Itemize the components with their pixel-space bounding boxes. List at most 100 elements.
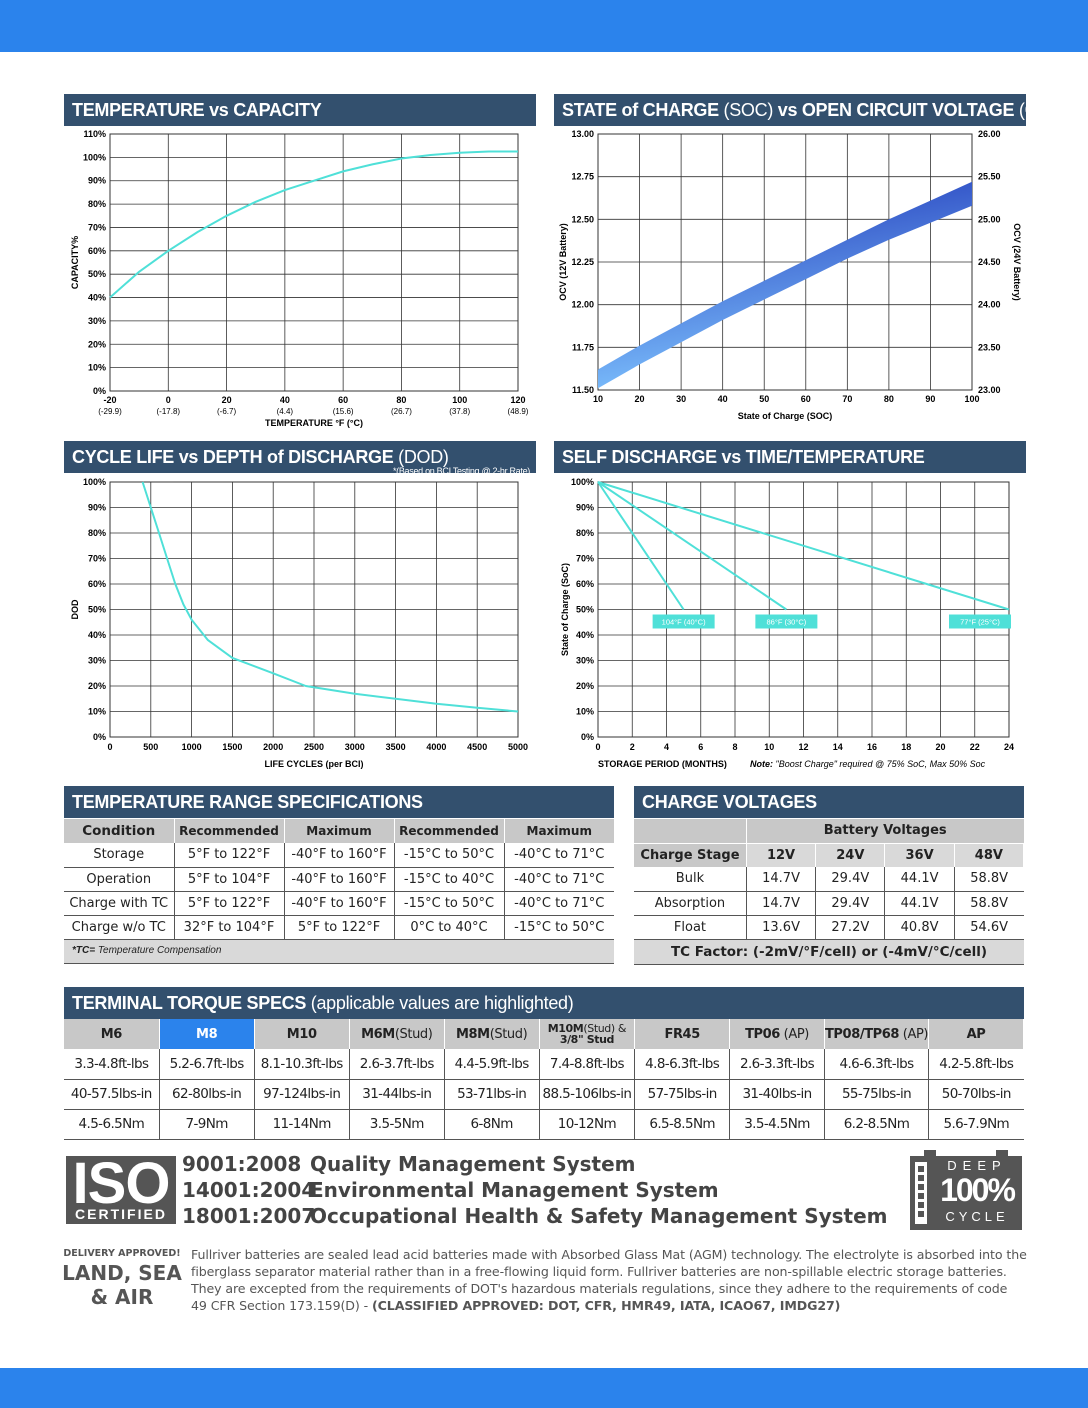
x-tick-label: 10 xyxy=(764,742,774,752)
y2-tick-label: 24.50 xyxy=(978,257,1001,267)
table-cell: 11-14Nm xyxy=(254,1109,350,1140)
x-tick-label: 80 xyxy=(396,395,406,405)
x-tick-label: 500 xyxy=(143,742,158,752)
torque-header-light: (Stud) xyxy=(489,1026,528,1042)
table-cell: Bulk xyxy=(634,867,747,892)
delivery-small: DELIVERY APPROVED! xyxy=(63,1248,181,1259)
y-tick-label: 50% xyxy=(576,605,594,615)
x-tick-label-celsius: (37.8) xyxy=(449,407,470,416)
table-cell: 88.5-106lbs-in xyxy=(539,1079,636,1110)
table-cell: 8.1-10.3ft-lbs xyxy=(254,1049,350,1080)
temp-range-title: TEMPERATURE RANGE SPECIFICATIONS xyxy=(64,786,614,818)
y-tick-label: 40% xyxy=(88,293,106,303)
table-cell: -15°C to 50°C xyxy=(394,891,505,916)
table-cell: 13.6V xyxy=(746,915,817,940)
y-tick-label: 12.50 xyxy=(571,214,594,224)
torque-header-m10: M10 xyxy=(254,1019,350,1049)
table-cell: 44.1V xyxy=(884,867,955,892)
y2-tick-label: 23.50 xyxy=(978,342,1001,352)
soc-ocv-chart: 11.50 11.75 12.00 12.25 12.50 12.75 13.00 23.00… xyxy=(558,129,1022,421)
table-row: 40-57.5lbs-in 62-80lbs-in 97-124lbs-in 31-4… xyxy=(64,1079,1024,1110)
y-tick-label: 60% xyxy=(88,246,106,256)
table-cell: 5°F to 104°F xyxy=(174,867,285,892)
table-cell: 6.2-8.5Nm xyxy=(824,1109,930,1140)
delivery-line2: & AIR xyxy=(90,1285,154,1309)
iso-line-2: 14001:2004Environmental Management Syste… xyxy=(182,1178,719,1202)
x-tick-label: 80 xyxy=(884,394,894,404)
torque-header-bold: AP xyxy=(966,1026,986,1042)
x-axis-note-bold: Note: xyxy=(750,759,773,769)
table-cell: 29.4V xyxy=(815,867,886,892)
plot-area xyxy=(109,133,519,392)
y-tick-label: 30% xyxy=(576,656,594,666)
table-row: Operation 5°F to 104°F -40°F to 160°F -15°C… xyxy=(64,867,614,892)
cycle-life-chart: 0% 10% 20% 30% 40% 50% 60% 70% 80% 90% 100% 0 500 100… xyxy=(70,477,528,769)
table-cell: Absorption xyxy=(634,891,747,916)
torque-header-m10m: M10M(Stud) & 3/8" Stud xyxy=(539,1019,636,1049)
torque-header-bold: M6 xyxy=(100,1026,123,1042)
x-tick-label: 90 xyxy=(925,394,935,404)
x-axis-note: Note: "Boost Charge" required @ 75% SoC,… xyxy=(750,759,986,769)
y-tick-label: 20% xyxy=(576,681,594,691)
torque-header-light: (AP) xyxy=(779,1026,810,1042)
table-cell: 2.6-3.7ft-lbs xyxy=(349,1049,445,1080)
table-cell: 4.2-5.8ft-lbs xyxy=(928,1049,1024,1080)
series-label: 86°F (30°C) xyxy=(766,618,806,627)
y-tick-label: 40% xyxy=(88,630,106,640)
x-tick-label: 40 xyxy=(718,394,728,404)
table-cell: -40°F to 160°F xyxy=(284,843,395,868)
x-tick-label: 20 xyxy=(935,742,945,752)
table-cell: 14.7V xyxy=(746,891,817,916)
y2-tick-label: 24.00 xyxy=(978,300,1001,310)
iso-line-1: 9001:2008 Quality Management System xyxy=(182,1152,636,1176)
table-cell: 58.8V xyxy=(954,891,1024,916)
x-tick-label-celsius: (-6.7) xyxy=(217,407,236,416)
y-axis-label: CAPACITY% xyxy=(70,236,80,289)
x-tick-label: 2 xyxy=(630,742,635,752)
x-tick-label: 18 xyxy=(901,742,911,752)
table-cell: 3.3-4.8ft-lbs xyxy=(64,1049,160,1080)
table-cell: 40-57.5lbs-in xyxy=(64,1079,160,1110)
table-cell: 6-8Nm xyxy=(444,1109,540,1140)
table-cell: 14.7V xyxy=(746,867,817,892)
x-tick-label: 20 xyxy=(222,395,232,405)
table-cell: -40°C to 71°C xyxy=(504,891,614,916)
x-tick-label: 5000 xyxy=(508,742,528,752)
x-tick-label: 4500 xyxy=(467,742,487,752)
x-tick-label: 30 xyxy=(676,394,686,404)
y-tick-label: 70% xyxy=(88,554,106,564)
x-tick-label: 2500 xyxy=(304,742,324,752)
iso-line-3: 18001:2007Occupational Health & Safety M… xyxy=(182,1204,888,1228)
y-tick-label: 50% xyxy=(88,605,106,615)
temp-range-footnote: *TC= Temperature Compensation xyxy=(64,940,614,964)
table-cell: 5°F to 122°F xyxy=(174,891,285,916)
table-cell: -40°F to 160°F xyxy=(284,891,395,916)
table-row: Float 13.6V 27.2V 40.8V 54.6V xyxy=(634,915,1024,940)
table-cell: 32°F to 104°F xyxy=(174,915,285,940)
discharge-line-0 xyxy=(597,481,685,611)
table-cell: Storage xyxy=(64,843,175,868)
charge-voltages-table: Battery Voltages Charge Stage 12V 24V 36V 48… xyxy=(634,819,1025,940)
y-tick-label: 80% xyxy=(88,528,106,538)
y-tick-label: 90% xyxy=(88,503,106,513)
charge-voltages-title: CHARGE VOLTAGES xyxy=(634,786,1024,818)
iso-logo-text: ISO xyxy=(72,1151,171,1216)
y-tick-label: 12.75 xyxy=(571,172,594,182)
torque-table: M6 M8 M10 M6M(Stud) M8M(Stud) M10M(Stud) & 3/8… xyxy=(64,1019,1024,1140)
ocv-band xyxy=(598,181,972,389)
x-tick-label: 60 xyxy=(801,394,811,404)
y-tick-label: 10% xyxy=(88,363,106,373)
y2-tick-label: 25.00 xyxy=(978,214,1001,224)
torque-header-ap: AP xyxy=(928,1019,1024,1049)
table-cell: -40°F to 160°F xyxy=(284,867,395,892)
torque-header-bold: M8M xyxy=(455,1026,490,1042)
torque-header-m8m: M8M(Stud) xyxy=(444,1019,540,1049)
temp-range-header: Maximum xyxy=(504,819,614,843)
y-tick-label: 70% xyxy=(88,222,106,232)
x-axis-label: TEMPERATURE °F (°C) xyxy=(265,418,363,428)
x-tick-label: 3500 xyxy=(386,742,406,752)
bottom-bar xyxy=(0,1368,1088,1408)
table-cell: Operation xyxy=(64,867,175,892)
self-discharge-title: SELF DISCHARGE vs TIME/TEMPERATURE xyxy=(554,441,1026,473)
table-cell: 3.5-4.5Nm xyxy=(729,1109,825,1140)
